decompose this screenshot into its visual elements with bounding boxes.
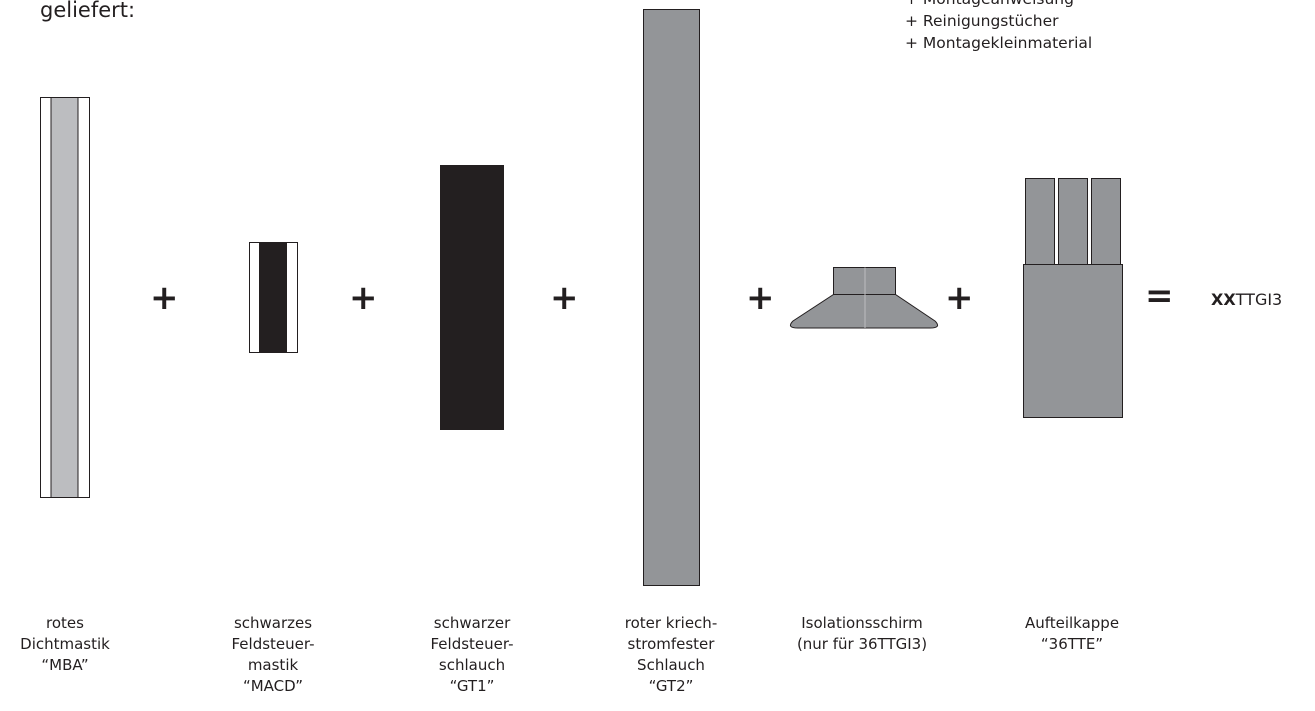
result-prefix: XX bbox=[1211, 290, 1236, 309]
accessory-item: + Reinigungstücher bbox=[905, 12, 1059, 30]
intro-text: geliefert: bbox=[40, 0, 136, 22]
caption-isolation-shed: Isolationsschirm (nur für 36TTGI3) bbox=[796, 614, 928, 653]
macd-mastic-drawing bbox=[249, 242, 298, 353]
mba-mastic-drawing bbox=[40, 97, 90, 498]
result-suffix: TTGI3 bbox=[1235, 290, 1283, 309]
plus-operator: + bbox=[550, 278, 579, 318]
caption-macd: schwarzes Feldsteuer- mastik “MACD” bbox=[231, 614, 315, 695]
caption-gt2: roter kriech- stromfester Schlauch “GT2” bbox=[624, 614, 718, 695]
gt2-tube-drawing bbox=[643, 9, 700, 586]
equals-operator: = bbox=[1145, 276, 1174, 316]
plus-operator: + bbox=[746, 278, 775, 318]
plus-operator: + bbox=[945, 278, 974, 318]
plus-operator: + bbox=[349, 278, 378, 318]
result-label: XXTTGI3 bbox=[1211, 290, 1282, 310]
caption-breakout-boot: Aufteilkappe “36TTE” bbox=[1024, 614, 1120, 653]
gt1-tube-drawing bbox=[440, 165, 504, 430]
accessories-list: + Montageanweisung + Reinigungstücher + … bbox=[905, 0, 1092, 54]
caption-mba: rotes Dichtmastik “MBA” bbox=[20, 614, 110, 674]
accessory-item: + Montagekleinmaterial bbox=[905, 34, 1093, 52]
accessory-item: + Montageanweisung bbox=[905, 0, 1092, 10]
plus-operator: + bbox=[150, 278, 179, 318]
isolation-shed-drawing bbox=[789, 267, 939, 329]
breakout-boot-drawing bbox=[1023, 178, 1123, 418]
caption-gt1: schwarzer Feldsteuer- schlauch “GT1” bbox=[430, 614, 514, 695]
